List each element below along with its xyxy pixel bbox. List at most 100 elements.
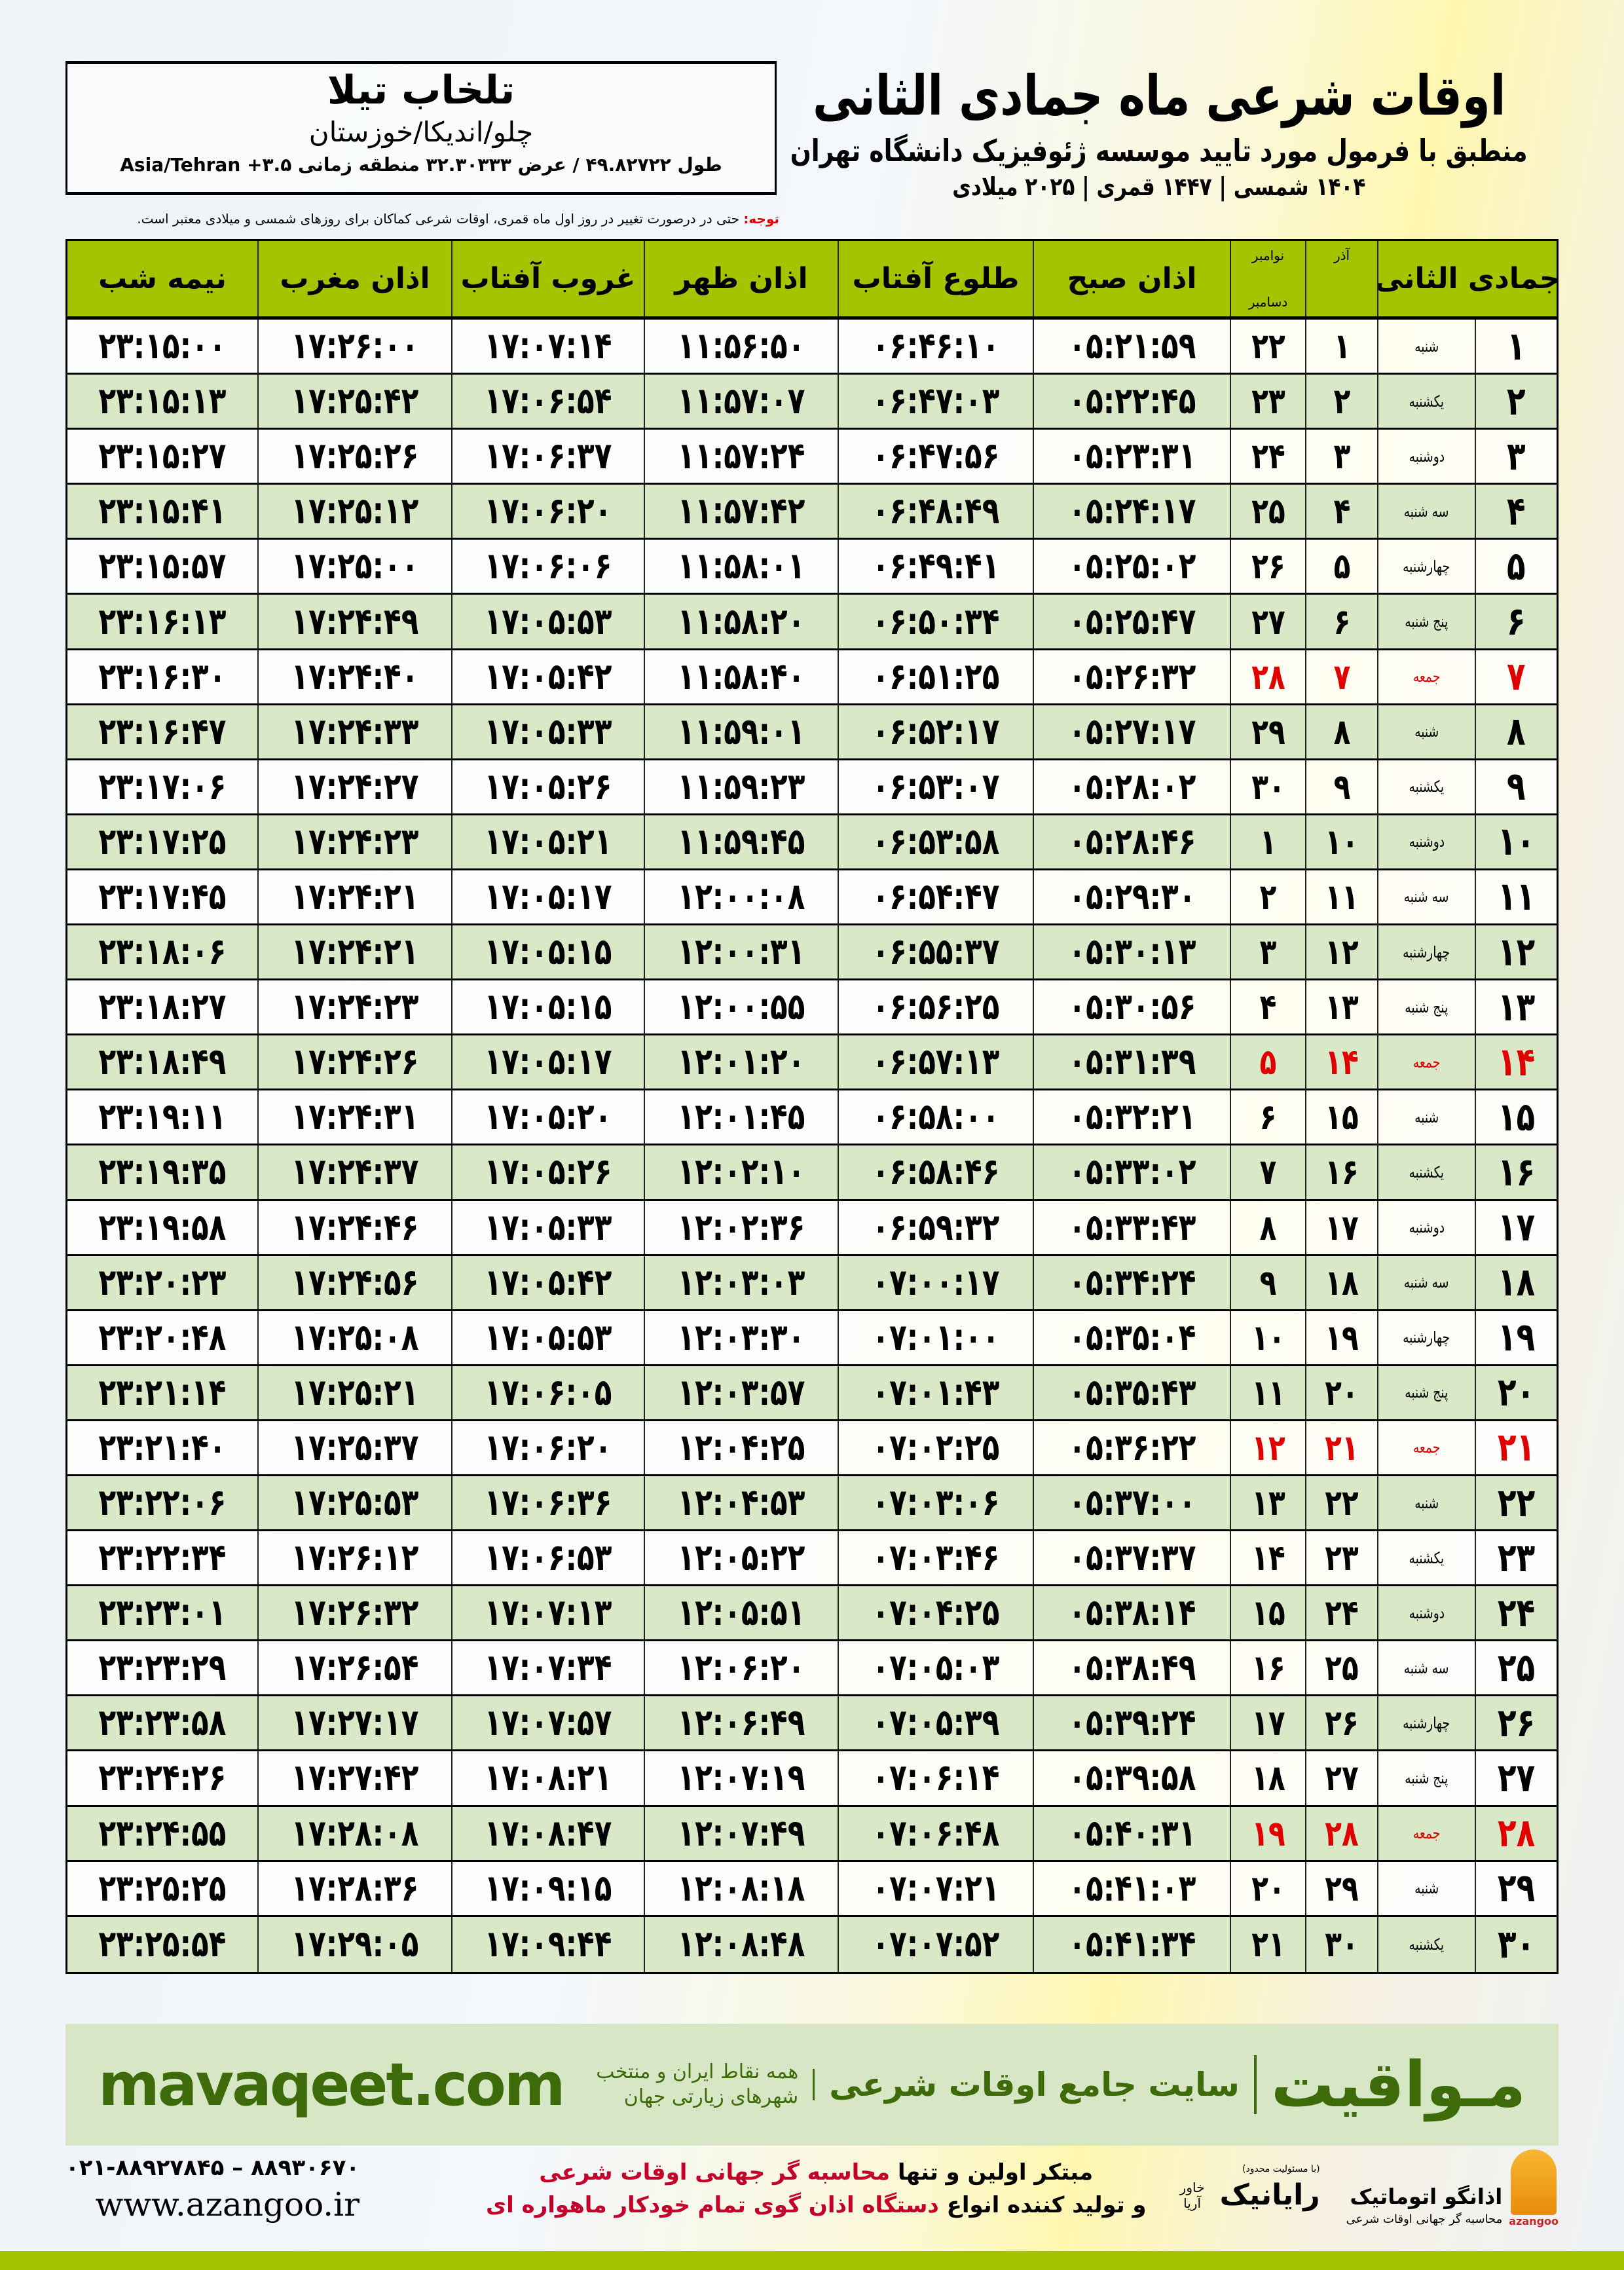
weekday-text: دوشنبه (1409, 832, 1445, 851)
day-number: ۸ (1475, 705, 1557, 758)
sunset-time: ۱۷:۰۷:۳۴ (451, 1641, 644, 1695)
table-row: ۴ سه شنبه ۴ ۲۵ ۰۵:۲۴:۱۷ ۰۶:۴۸:۴۹ ۱۱:۵۷:۴۲ ۱۷:۰۶… (67, 485, 1557, 540)
gregorian-day-text: ۲۸ (1251, 656, 1285, 698)
azar-day-text: ۶ (1333, 601, 1350, 642)
header-dec-label: دسامبر (1248, 294, 1288, 310)
azar-day: ۱۷ (1305, 1200, 1377, 1254)
rayanik-logo: (با مسئولیت محدود) رایانیک خاور آریا (1173, 2163, 1320, 2215)
midnight-time: ۲۳:۱۹:۳۵ (67, 1145, 257, 1199)
dhuhr-time-text: ۱۱:۵۹:۰۱ (677, 710, 805, 753)
sunset-time-text: ۱۷:۰۶:۰۵ (484, 1371, 612, 1414)
weekday: پنج شنبه (1377, 595, 1475, 648)
midnight-time: ۲۳:۱۶:۴۷ (67, 705, 257, 758)
fajr-time-text: ۰۵:۳۱:۳۹ (1068, 1041, 1196, 1084)
gregorian-day: ۲۴ (1230, 430, 1305, 483)
midnight-time-text: ۲۳:۲۳:۵۸ (98, 1702, 227, 1745)
dhuhr-time-text: ۱۱:۵۹:۴۵ (677, 820, 805, 863)
gregorian-day-text: ۲۰ (1251, 1867, 1285, 1909)
fajr-time-text: ۰۵:۳۹:۲۴ (1068, 1702, 1196, 1745)
sunrise-time: ۰۷:۰۷:۵۲ (838, 1916, 1033, 1972)
weekday: شنبه (1377, 1476, 1475, 1530)
midnight-time-text: ۲۳:۲۴:۲۶ (98, 1757, 227, 1800)
fajr-time-text: ۰۵:۲۵:۴۷ (1068, 600, 1196, 643)
dhuhr-time-text: ۱۱:۵۷:۴۲ (677, 490, 805, 533)
midnight-time: ۲۳:۱۸:۰۶ (67, 925, 257, 978)
weekday: سه شنبه (1377, 870, 1475, 924)
maghrib-time: ۱۷:۲۴:۳۳ (257, 705, 451, 758)
azangoo-website[interactable]: www.azangoo.ir (95, 2186, 360, 2223)
sunset-time: ۱۷:۰۶:۵۳ (451, 1531, 644, 1585)
maghrib-time-text: ۱۷:۲۴:۵۶ (291, 1261, 419, 1304)
page-header: اوقات شرعی ماه جمادی الثانی منطبق با فرم… (783, 60, 1536, 203)
maghrib-time: ۱۷:۲۴:۲۷ (257, 760, 451, 813)
gregorian-day: ۲ (1230, 870, 1305, 924)
maghrib-time: ۱۷:۲۴:۲۱ (257, 870, 451, 924)
sunrise-time-text: ۰۶:۵۱:۲۵ (872, 655, 1000, 698)
azar-day: ۲۳ (1305, 1531, 1377, 1585)
maghrib-time-text: ۱۷:۲۴:۳۱ (291, 1096, 419, 1139)
weekday: جمعه (1377, 650, 1475, 703)
weekday-text: سه شنبه (1404, 1658, 1449, 1677)
midnight-time-text: ۲۳:۱۹:۳۵ (98, 1151, 227, 1194)
maghrib-time: ۱۷:۲۴:۳۱ (257, 1090, 451, 1144)
gregorian-day: ۱۷ (1230, 1696, 1305, 1750)
sunrise-time: ۰۷:۰۰:۱۷ (838, 1256, 1033, 1309)
day-number-text: ۸ (1507, 709, 1526, 755)
weekday-text: چهارشنبه (1403, 1328, 1450, 1347)
table-row: ۳۰ یکشنبه ۳۰ ۲۱ ۰۵:۴۱:۳۴ ۰۷:۰۷:۵۲ ۱۲:۰۸:۴۸ ۱۷:۰… (67, 1916, 1557, 1972)
azar-day: ۸ (1305, 705, 1377, 758)
sunrise-time-text: ۰۶:۵۸:۰۰ (872, 1096, 1000, 1139)
midnight-time-text: ۲۳:۲۳:۰۱ (98, 1591, 227, 1635)
sunrise-time: ۰۷:۰۴:۲۵ (838, 1586, 1033, 1640)
sunrise-time-text: ۰۷:۰۴:۲۵ (872, 1591, 1000, 1635)
rayanik-note: (با مسئولیت محدود) (1242, 2164, 1320, 2174)
weekday-text: چهارشنبه (1403, 1713, 1450, 1732)
azar-day: ۲۸ (1305, 1806, 1377, 1860)
header-nov-label: نوامبر (1251, 248, 1285, 263)
sunrise-time: ۰۶:۴۸:۴۹ (838, 485, 1033, 538)
sunset-time: ۱۷:۰۵:۵۳ (451, 595, 644, 648)
day-number-text: ۱۲ (1497, 929, 1536, 975)
sunrise-time-text: ۰۷:۰۵:۰۳ (872, 1647, 1000, 1690)
azar-day: ۱ (1305, 320, 1377, 373)
fajr-time-text: ۰۵:۴۱:۰۳ (1068, 1867, 1196, 1910)
sunrise-time-text: ۰۷:۰۷:۵۲ (872, 1923, 1000, 1966)
maghrib-time-text: ۱۷:۲۸:۰۸ (291, 1812, 419, 1855)
dhuhr-time-text: ۱۱:۵۸:۴۰ (677, 655, 805, 698)
fajr-time-text: ۰۵:۲۹:۳۰ (1068, 875, 1196, 918)
azar-day-text: ۲۷ (1325, 1757, 1359, 1799)
azar-day-text: ۲۲ (1325, 1482, 1359, 1524)
weekday-text: جمعه (1412, 1052, 1441, 1071)
azar-day: ۱۲ (1305, 925, 1377, 979)
azangoo-latin: azangoo (1509, 2215, 1559, 2227)
sunset-time: ۱۷:۰۶:۵۴ (451, 375, 644, 428)
day-number-text: ۲۶ (1497, 1700, 1536, 1746)
midnight-time: ۲۳:۱۶:۳۰ (67, 650, 257, 703)
table-row: ۱۵ شنبه ۱۵ ۶ ۰۵:۳۲:۲۱ ۰۶:۵۸:۰۰ ۱۲:۰۱:۴۵ ۱۷:۰۵:۲… (67, 1090, 1557, 1146)
fajr-time: ۰۵:۳۱:۳۹ (1033, 1035, 1230, 1089)
weekday-text: جمعه (1412, 1824, 1441, 1843)
site-link[interactable]: mavaqeet.com (98, 2050, 566, 2119)
maghrib-time: ۱۷:۲۴:۲۶ (257, 1035, 451, 1089)
sunset-time-text: ۱۷:۰۵:۱۷ (484, 1041, 612, 1084)
azar-day-text: ۲۳ (1325, 1537, 1359, 1579)
day-number-text: ۱۵ (1497, 1094, 1536, 1140)
day-number: ۲۸ (1475, 1806, 1557, 1860)
header-midnight: نیمه شب (98, 262, 227, 295)
dhuhr-time-text: ۱۲:۰۰:۰۸ (677, 875, 805, 918)
midnight-time-text: ۲۳:۲۲:۳۴ (98, 1536, 227, 1580)
maghrib-time: ۱۷:۲۵:۴۲ (257, 375, 451, 428)
gregorian-day: ۲۲ (1230, 320, 1305, 373)
fajr-time: ۰۵:۲۱:۵۹ (1033, 320, 1230, 373)
midnight-time-text: ۲۳:۱۸:۰۶ (98, 931, 227, 974)
sunset-time-text: ۱۷:۰۷:۵۷ (484, 1702, 612, 1745)
azar-day-text: ۲۹ (1325, 1867, 1359, 1909)
dhuhr-time: ۱۱:۵۹:۲۳ (644, 760, 838, 813)
azar-day-text: ۱۹ (1325, 1316, 1359, 1358)
dhuhr-time: ۱۱:۵۹:۴۵ (644, 815, 838, 868)
gregorian-day: ۱۹ (1230, 1806, 1305, 1860)
azar-day: ۱۳ (1305, 980, 1377, 1034)
midnight-time: ۲۳:۱۸:۲۷ (67, 980, 257, 1033)
gregorian-day: ۲۶ (1230, 540, 1305, 593)
day-number-text: ۱۴ (1497, 1039, 1536, 1085)
